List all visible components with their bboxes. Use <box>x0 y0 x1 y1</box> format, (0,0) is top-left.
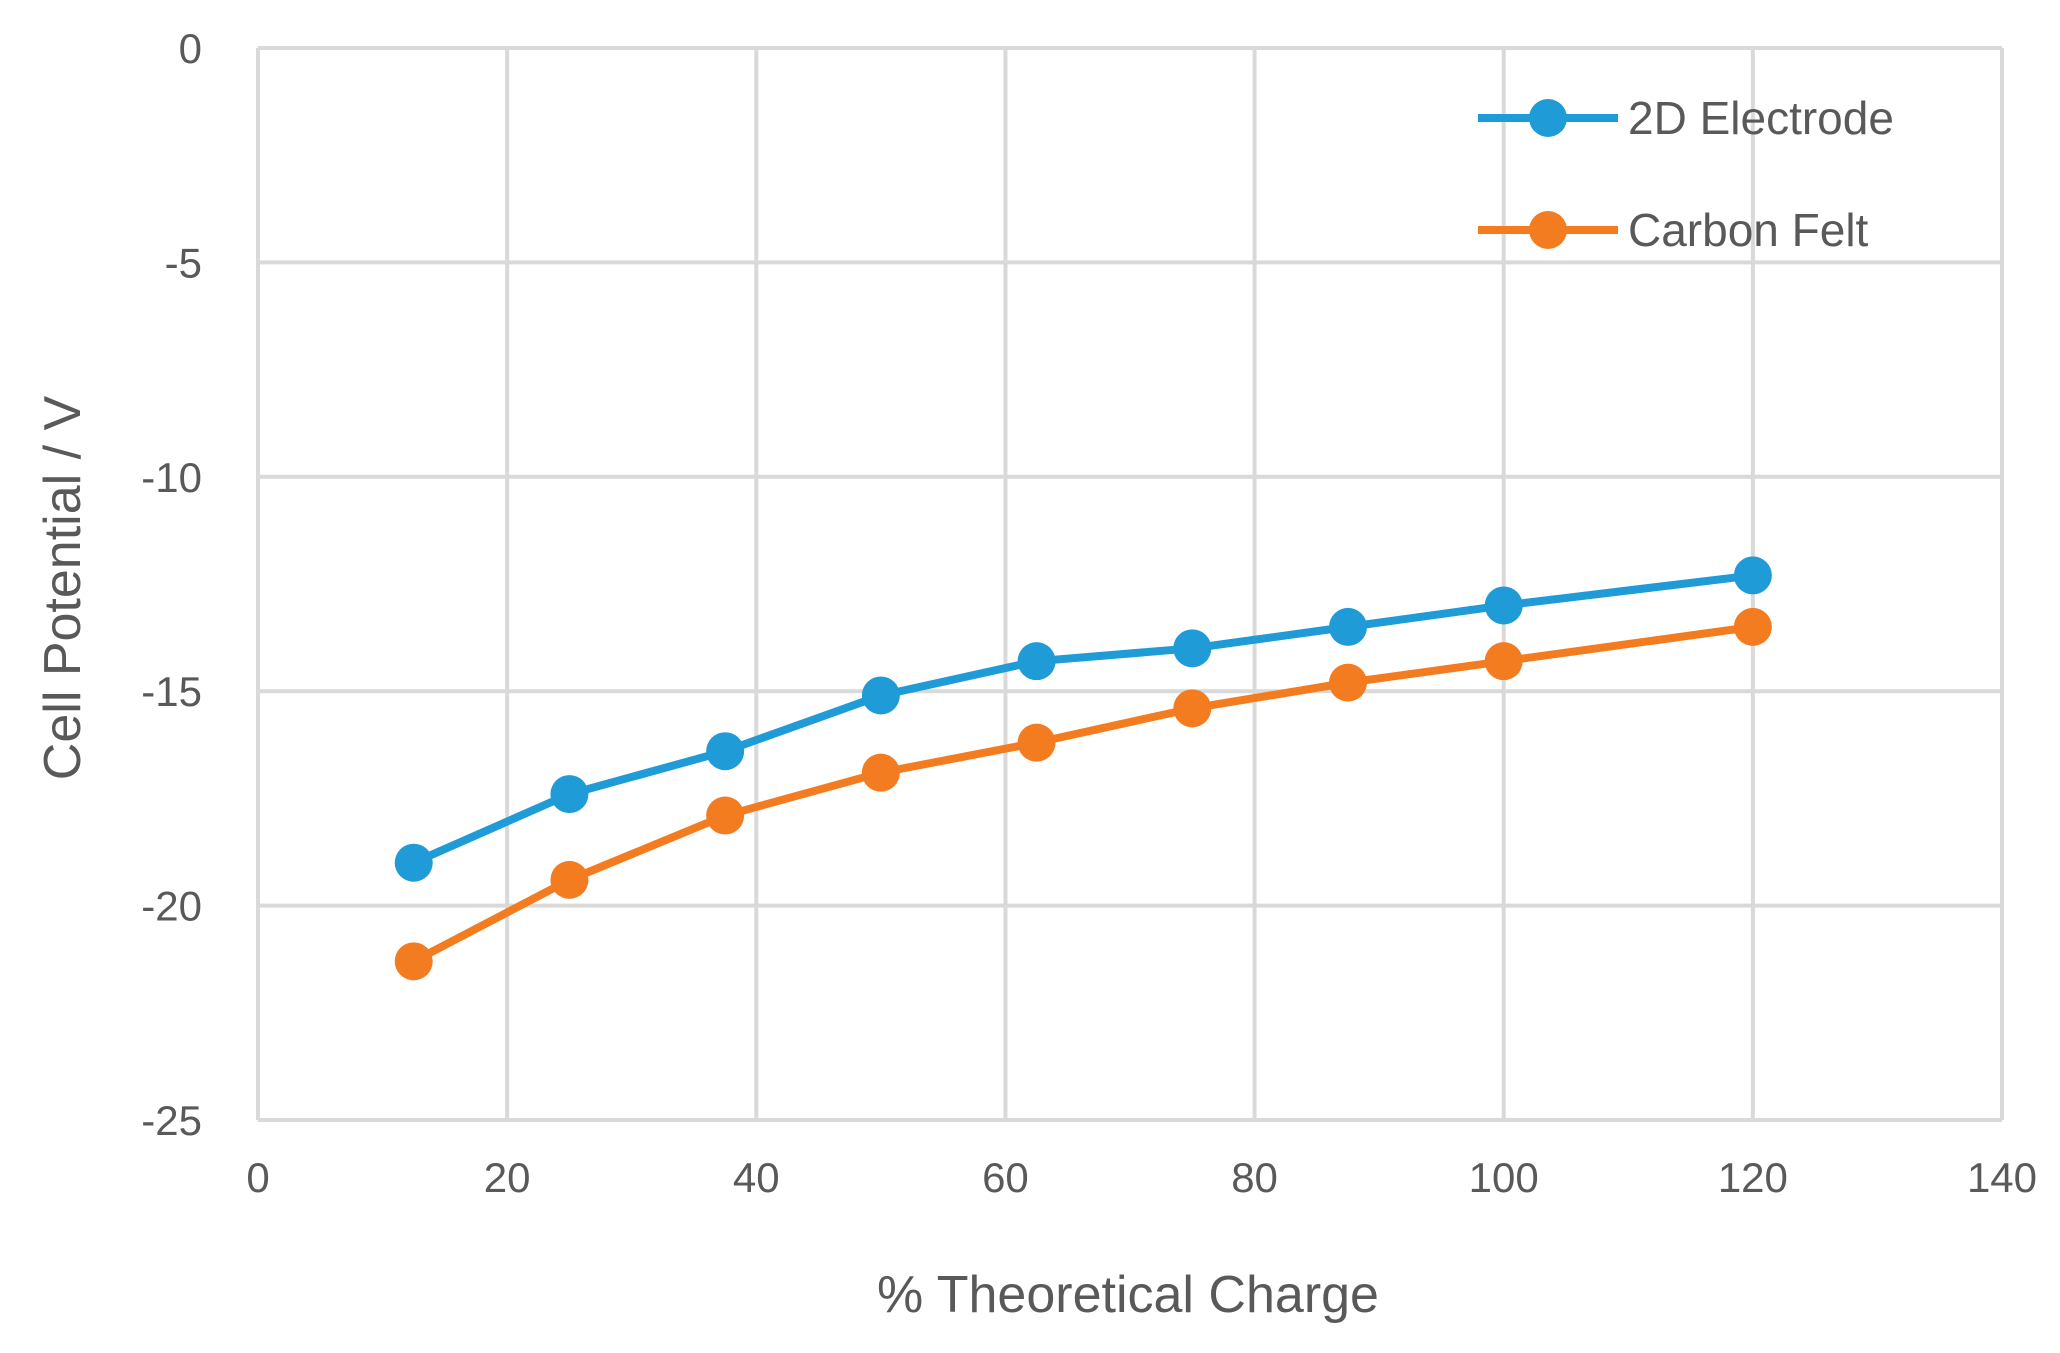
x-tick-label: 80 <box>1231 1154 1278 1201</box>
data-point <box>1017 723 1056 762</box>
y-tick-label: -20 <box>141 883 202 930</box>
legend-item: Carbon Felt <box>1478 204 1869 256</box>
data-point <box>1329 607 1367 646</box>
x-tick-label: 0 <box>246 1154 269 1201</box>
data-point <box>1484 642 1523 681</box>
data-point <box>1733 607 1772 646</box>
legend-label: 2D Electrode <box>1628 92 1894 144</box>
x-tick-label: 20 <box>484 1154 531 1201</box>
data-point <box>1173 629 1212 668</box>
data-point <box>550 860 589 899</box>
tick-labels: 0 20 40 60 80 100 120 140 0 -5 -10 -15 -20 -25 <box>141 25 2037 1201</box>
data-point <box>861 676 900 715</box>
data-point <box>1173 689 1212 728</box>
series-line <box>411 622 1754 965</box>
x-tick-label: 40 <box>733 1154 780 1201</box>
x-tick-label: 60 <box>982 1154 1029 1201</box>
series-2 <box>394 607 1772 981</box>
data-point <box>706 732 745 771</box>
legend-item: 2D Electrode <box>1478 92 1894 144</box>
y-tick-label: -5 <box>165 239 202 286</box>
x-axis-title: % Theoretical Charge <box>877 1266 1379 1324</box>
legend-marker <box>1529 99 1567 137</box>
series-1 <box>394 556 1772 882</box>
y-tick-label: -25 <box>141 1097 202 1144</box>
data-point <box>1484 586 1523 625</box>
legend: 2D Electrode Carbon Felt <box>1478 92 1894 256</box>
data-point <box>706 796 745 835</box>
data-point <box>861 753 900 792</box>
data-point <box>1329 663 1367 702</box>
x-tick-label: 100 <box>1469 1154 1539 1201</box>
data-point <box>1733 556 1772 595</box>
x-tick-label: 140 <box>1967 1154 2037 1201</box>
legend-label: Carbon Felt <box>1628 204 1869 256</box>
data-point <box>1017 642 1056 681</box>
series-layer <box>394 556 1772 981</box>
y-tick-label: -10 <box>141 454 202 501</box>
y-tick-label: -15 <box>141 668 202 715</box>
data-point <box>394 843 433 882</box>
x-tick-label: 120 <box>1718 1154 1788 1201</box>
y-axis-title: Cell Potential / V <box>34 395 92 780</box>
data-point <box>550 775 589 814</box>
y-tick-label: 0 <box>179 25 202 72</box>
legend-marker <box>1529 211 1567 249</box>
data-point <box>394 942 433 981</box>
series-line <box>412 571 1754 867</box>
